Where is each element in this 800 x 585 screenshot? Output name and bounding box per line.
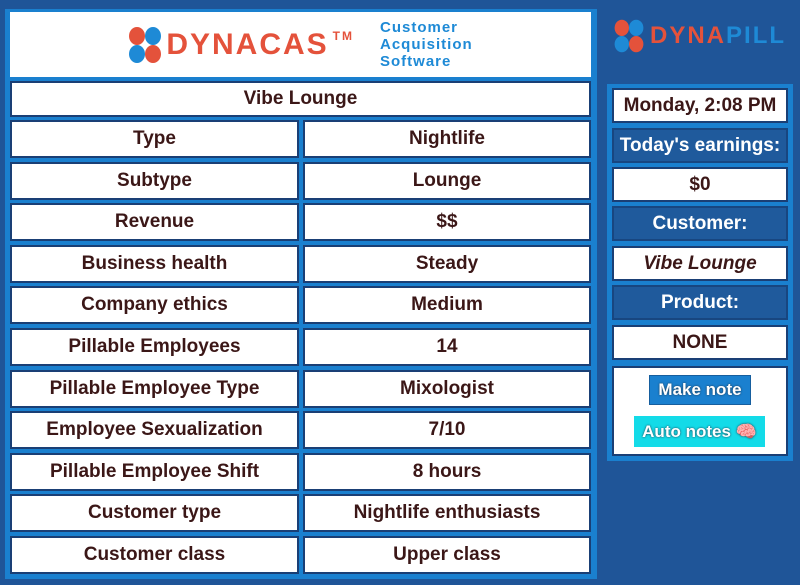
product-value: NONE (612, 325, 788, 360)
product-label: Product: (612, 285, 788, 320)
row-value: Steady (303, 244, 591, 283)
make-note-button[interactable]: Make note (649, 375, 751, 405)
tagline-line: Customer (380, 19, 459, 36)
dynapill-logo: DYNA PILL (612, 16, 786, 56)
tagline-line: Software (380, 53, 452, 70)
trademark: TM (332, 28, 354, 43)
datetime: Monday, 2:08 PM (612, 88, 788, 123)
brand-part2: PILL (726, 22, 787, 49)
brand-name: DYNACAS (166, 27, 329, 61)
row-value: 14 (303, 328, 591, 366)
tagline-line: Acquisition (380, 36, 473, 53)
row-label: Customer class (10, 536, 299, 574)
row-label: Subtype (10, 161, 299, 200)
row-value: 8 hours (303, 452, 591, 491)
row-value: $$ (303, 203, 591, 242)
row-value: 7/10 (303, 411, 591, 450)
tagline: Customer Acquisition Software (380, 19, 473, 70)
dynacas-header: DYNACAS TM Customer Acquisition Software (10, 12, 591, 77)
pill-logo-icon (128, 25, 162, 65)
row-value: Nightlife (303, 120, 591, 158)
auto-notes-button[interactable]: Auto notes 🧠 (634, 416, 765, 447)
dynacas-logo: DYNACAS TM (128, 25, 354, 65)
row-value: Mixologist (303, 369, 591, 408)
row-label: Customer type (10, 494, 299, 533)
earnings-label: Today's earnings: (612, 128, 788, 163)
row-label: Pillable Employee Type (10, 369, 299, 408)
row-label: Pillable Employee Shift (10, 452, 299, 491)
row-value: Upper class (303, 536, 591, 574)
earnings-value: $0 (612, 167, 788, 202)
row-label: Type (10, 120, 299, 158)
brand-part1: DYNA (650, 22, 727, 49)
customer-label: Customer: (612, 206, 788, 241)
row-label: Employee Sexualization (10, 411, 299, 450)
row-value: Lounge (303, 161, 591, 200)
row-label: Business health (10, 244, 299, 283)
row-value: Medium (303, 286, 591, 325)
customer-value: Vibe Lounge (612, 246, 788, 281)
row-value: Nightlife enthusiasts (303, 494, 591, 533)
pill-logo-icon (614, 18, 645, 54)
row-label: Pillable Employees (10, 328, 299, 366)
business-title: Vibe Lounge (10, 81, 591, 117)
row-label: Revenue (10, 203, 299, 242)
row-label: Company ethics (10, 286, 299, 325)
